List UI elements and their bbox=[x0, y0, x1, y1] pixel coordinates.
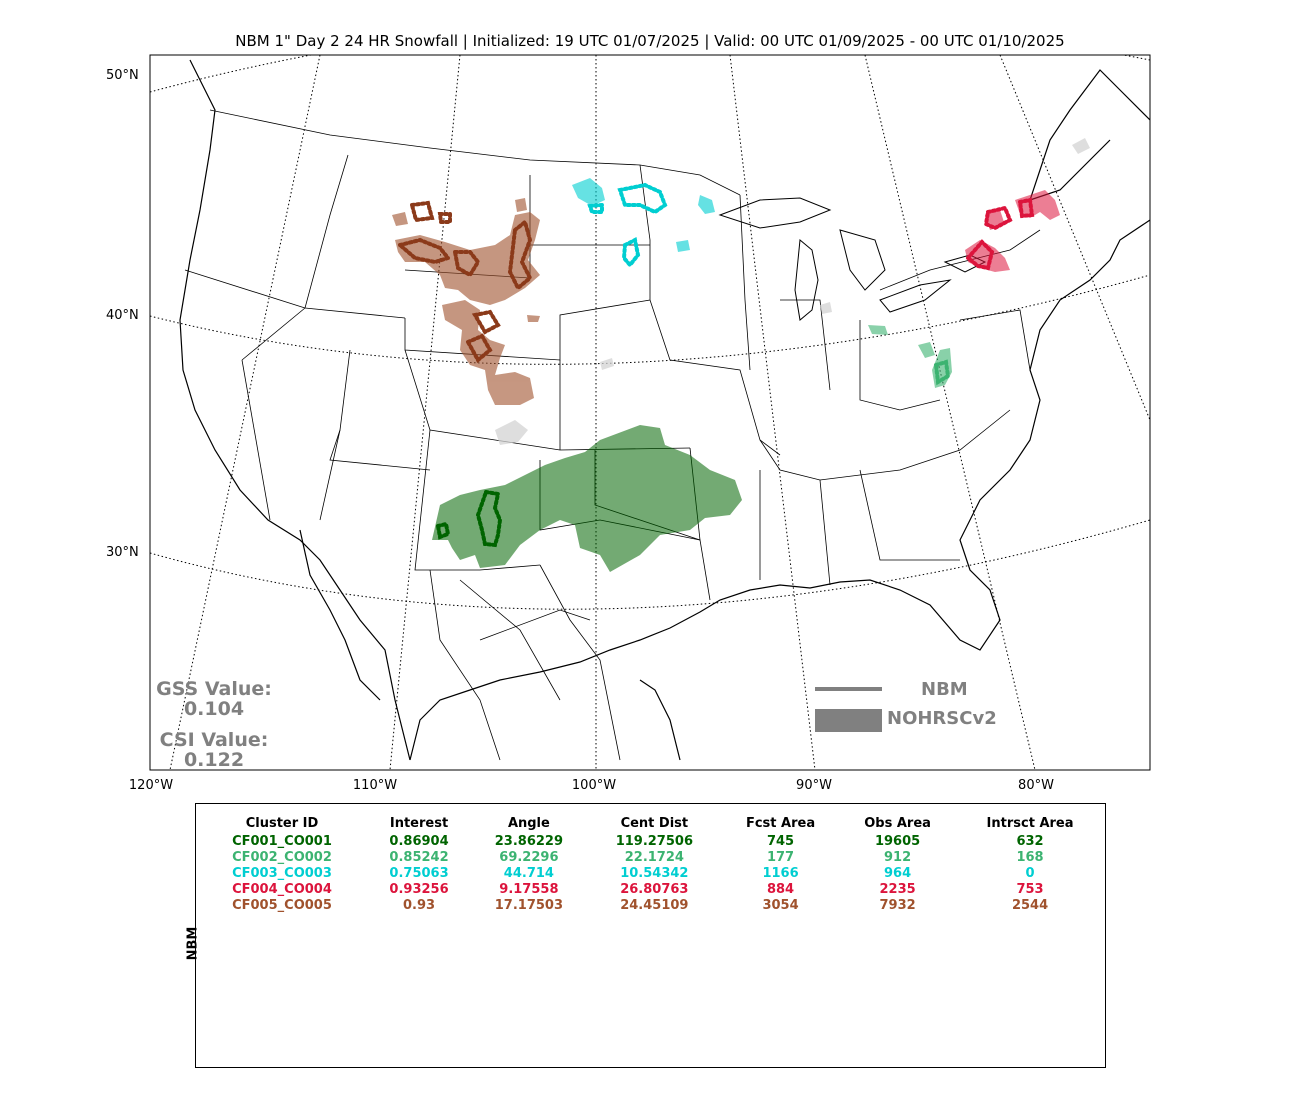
table-cell: 0.93 bbox=[402, 898, 436, 913]
table-cell: 19605 bbox=[874, 834, 921, 849]
table-cell: 753 bbox=[1016, 882, 1044, 897]
table-cell: 26.80763 bbox=[620, 882, 689, 897]
observed-cluster-3 bbox=[572, 178, 715, 252]
table-cell: 9.17558 bbox=[499, 882, 559, 897]
table-cell: 2544 bbox=[1011, 898, 1049, 913]
col-header-intrsct-area: Intrsct Area bbox=[986, 816, 1074, 831]
col-header-obs-area: Obs Area bbox=[864, 816, 931, 831]
lon-label-110w: 110°W bbox=[352, 778, 398, 793]
table-cell: 17.17503 bbox=[494, 898, 564, 913]
lake-michigan bbox=[794, 239, 819, 321]
table-cell: CF001_CO001 bbox=[232, 834, 332, 849]
table-cell: CF004_CO004 bbox=[232, 882, 332, 897]
lake-huron bbox=[839, 229, 886, 291]
forecast-cluster-4b bbox=[1017, 197, 1035, 219]
col-header-fcst-area: Fcst Area bbox=[745, 816, 816, 831]
map-frame bbox=[149, 54, 1151, 771]
forecast-cluster-5g bbox=[465, 333, 493, 364]
col-header-cluster-id: Cluster ID bbox=[245, 816, 319, 831]
meridian-120w bbox=[169, 55, 321, 770]
csi-label: CSI Value: bbox=[159, 729, 269, 751]
table-cell: 177 bbox=[766, 850, 795, 865]
forecast-cluster-4a bbox=[983, 205, 1013, 231]
table-cell: 168 bbox=[1016, 850, 1044, 865]
table-row: CF003_CO003 0.75063 44.714 10.54342 1166 964 0 bbox=[196, 866, 1105, 882]
forecast-cluster-3a bbox=[617, 182, 668, 215]
table-cell: 2235 bbox=[879, 882, 916, 897]
forecast-cluster-4c bbox=[965, 239, 995, 271]
forecast-cluster-3b bbox=[621, 237, 641, 269]
lat-label-50n: 50°N bbox=[106, 68, 139, 83]
table-cell: 964 bbox=[884, 866, 912, 881]
table-cell: CF002_CO002 bbox=[232, 850, 332, 865]
lon-label-100w: 100°W bbox=[571, 778, 617, 793]
table-cell: CF005_CO005 bbox=[232, 898, 332, 913]
col-header-cent-dist: Cent Dist bbox=[620, 816, 689, 831]
forecast-cluster-1 bbox=[475, 489, 503, 548]
table-row: CF005_CO005 0.93 17.17503 24.45109 3054 7932 2… bbox=[196, 898, 1105, 914]
table-cell: 0.75063 bbox=[389, 866, 449, 881]
table-cell: 24.45109 bbox=[620, 898, 689, 913]
table-header-row: Cluster ID Interest Angle Cent Dist Fcst… bbox=[196, 814, 1105, 834]
table-cell: 0.93256 bbox=[389, 882, 449, 897]
forecast-cluster-5d bbox=[409, 200, 435, 223]
forecast-cluster-5c bbox=[507, 218, 533, 292]
table-cell: 884 bbox=[766, 882, 795, 897]
table-row: CF002_CO002 0.85242 69.2296 22.1724 177 912 16… bbox=[196, 850, 1105, 866]
csi-value: 0.122 bbox=[183, 749, 245, 771]
table-cell: 119.27506 bbox=[615, 834, 693, 849]
observed-cluster-1 bbox=[432, 425, 742, 572]
lon-label-90w: 90°W bbox=[796, 778, 832, 793]
table-cell: 0.85242 bbox=[389, 850, 449, 865]
lake-erie bbox=[879, 279, 952, 313]
lon-label-120w: 120°W bbox=[128, 778, 174, 793]
meridian-70w bbox=[999, 55, 1150, 421]
table-cell: 745 bbox=[766, 834, 795, 849]
table-cell: 1166 bbox=[762, 866, 799, 881]
lake-superior bbox=[718, 197, 832, 229]
lat-label-30n: 30°N bbox=[106, 545, 139, 560]
table-cell: 3054 bbox=[762, 898, 799, 913]
table-cell: CF003_CO003 bbox=[232, 866, 332, 881]
parallel-30n bbox=[150, 519, 1150, 610]
legend-nohrsc-label: NOHRSCv2 bbox=[887, 708, 997, 729]
gss-label: GSS Value: bbox=[156, 678, 272, 700]
col-header-interest: Interest bbox=[389, 816, 449, 831]
forecast-outlines bbox=[395, 182, 1035, 548]
forecast-cluster-5e bbox=[437, 212, 452, 224]
table-cell: 44.714 bbox=[503, 866, 554, 881]
coastline bbox=[179, 59, 1150, 761]
table-side-label: NBM bbox=[185, 926, 201, 961]
lat-label-40n: 40°N bbox=[106, 308, 139, 323]
table-row: CF004_CO004 0.93256 9.17558 26.80763 884 2235… bbox=[196, 882, 1105, 898]
table-row: CF001_CO001 0.86904 23.86229 119.27506 745 19… bbox=[196, 834, 1105, 850]
table-cell: 22.1724 bbox=[624, 850, 684, 865]
meridian-90w bbox=[729, 55, 816, 770]
table-cell: 0.86904 bbox=[389, 834, 449, 849]
unmatched-objects bbox=[495, 138, 1090, 445]
snowfall-map bbox=[149, 54, 1151, 771]
forecast-cluster-1b bbox=[435, 521, 451, 540]
table-cell: 632 bbox=[1016, 834, 1044, 849]
legend-nohrsc-swatch bbox=[815, 709, 882, 732]
table-cell: 69.2296 bbox=[499, 850, 559, 865]
map-title: NBM 1" Day 2 24 HR Snowfall | Initialize… bbox=[235, 32, 1065, 50]
table-cell: 23.86229 bbox=[494, 834, 564, 849]
forecast-cluster-5b bbox=[452, 250, 481, 278]
table-cell: 7932 bbox=[879, 898, 916, 913]
lon-label-80w: 80°W bbox=[1018, 778, 1054, 793]
meridian-80w bbox=[864, 55, 1036, 770]
forecast-cluster-3c bbox=[587, 202, 604, 214]
col-header-angle: Angle bbox=[507, 816, 550, 831]
table-cell: 0 bbox=[1025, 866, 1035, 881]
forecast-cluster-5f bbox=[471, 309, 501, 335]
table-cell: 10.54342 bbox=[620, 866, 689, 881]
gss-value: 0.104 bbox=[183, 698, 245, 720]
legend-nbm-label: NBM bbox=[921, 679, 968, 700]
cluster-table-panel: Cluster ID Interest Angle Cent Dist Fcst… bbox=[195, 803, 1106, 1068]
forecast-cluster-5a bbox=[395, 237, 452, 265]
cluster-table: Cluster ID Interest Angle Cent Dist Fcst… bbox=[196, 814, 1105, 914]
forecast-cluster-2 bbox=[933, 359, 951, 386]
table-cell: 912 bbox=[884, 850, 912, 865]
